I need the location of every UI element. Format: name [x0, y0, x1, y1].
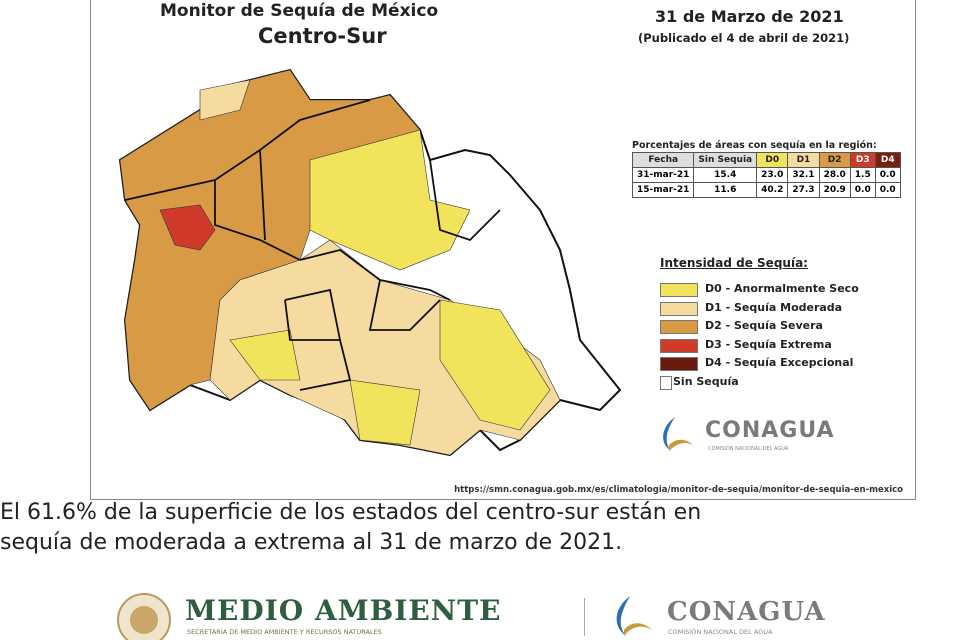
caption-line: El 61.6% de la superficie de los estados…	[0, 500, 702, 525]
column-header: D2	[818, 152, 851, 168]
table-header-row: Fecha Sin Sequia D0 D1 D2 D3 D4	[631, 152, 901, 168]
table-cell: 27.3	[787, 182, 820, 198]
agency-name: CONAGUA	[667, 597, 826, 627]
table-row: 15-mar-21 11.6 40.2 27.3 20.9 0.0 0.0	[631, 182, 901, 198]
d0-area	[349, 379, 421, 446]
table-cell: 23.0	[756, 167, 789, 183]
column-header: D1	[787, 152, 820, 168]
logo-name: CONAGUA	[705, 418, 835, 443]
d0-area	[439, 299, 551, 431]
column-header: D4	[874, 152, 901, 168]
table-cell: 15-mar-21	[631, 182, 695, 198]
agency-subtitle: COMISIÓN NACIONAL DEL AGUA	[668, 628, 773, 636]
table-cell: 15.4	[693, 167, 758, 183]
caption-line: sequía de moderada a extrema al 31 de ma…	[0, 530, 623, 555]
conagua-icon	[663, 417, 693, 451]
legend-label: D0 - Anormalmente Seco	[705, 282, 859, 295]
table-cell: 1.5	[849, 167, 876, 183]
legend-swatch	[660, 301, 698, 316]
column-header: D0	[756, 152, 789, 168]
table-cell: 0.0	[874, 167, 901, 183]
table-cell: 11.6	[693, 182, 758, 198]
table-caption: Porcentajes de áreas con sequía en la re…	[632, 140, 877, 151]
table-cell: 31-mar-21	[631, 167, 695, 183]
published-date: (Publicado el 4 de abril de 2021)	[638, 31, 850, 45]
government-emblem	[117, 593, 171, 640]
legend-swatch	[660, 357, 698, 371]
d3-area	[159, 204, 216, 251]
drought-table: Fecha Sin Sequia D0 D1 D2 D3 D4 31-mar-21 15.4 23…	[631, 152, 901, 198]
source-url: https://smn.conagua.gob.mx/es/climatolog…	[454, 485, 903, 495]
ministry-subtitle: SECRETARÍA DE MEDIO AMBIENTE Y RECURSOS …	[187, 628, 382, 636]
d0-area	[229, 329, 301, 381]
legend-label: Sin Sequía	[673, 374, 739, 388]
logo-tagline: COMISIÓN NACIONAL DEL AGUA	[708, 446, 789, 452]
table-cell: 20.9	[818, 182, 851, 198]
legend-swatch	[660, 375, 672, 390]
d1-area	[199, 79, 251, 121]
table-row: 31-mar-21 15.4 23.0 32.1 28.0 1.5 0.0	[631, 167, 901, 183]
divider	[584, 598, 585, 636]
column-header: Sin Sequia	[693, 152, 758, 168]
map-title: Monitor de Sequía de México	[160, 1, 439, 21]
legend-title: Intensidad de Sequía:	[660, 256, 808, 270]
table-cell: 28.0	[818, 167, 851, 183]
legend-label: D1 - Sequía Moderada	[705, 300, 843, 314]
legend-label: D3 - Sequía Extrema	[705, 337, 832, 351]
table-cell: 0.0	[849, 182, 876, 198]
column-header: Fecha	[631, 152, 695, 168]
agency-icon	[616, 596, 652, 636]
table-cell: 32.1	[787, 167, 820, 183]
table-cell: 40.2	[756, 182, 789, 198]
map-region: Centro-Sur	[258, 24, 387, 48]
legend-label: D4 - Sequía Excepcional	[705, 356, 854, 369]
legend-swatch	[660, 320, 698, 334]
table-cell: 0.0	[874, 182, 901, 198]
legend-swatch	[660, 338, 698, 353]
d0-area	[309, 129, 471, 271]
column-header: D3	[849, 152, 876, 168]
state-boundaries	[124, 99, 501, 391]
legend-label: D2 - Sequía Severa	[705, 319, 823, 332]
map-date: 31 de Marzo de 2021	[655, 7, 844, 26]
drought-map	[118, 68, 622, 457]
legend-swatch	[660, 283, 698, 297]
ministry-name: MEDIO AMBIENTE	[185, 594, 502, 627]
